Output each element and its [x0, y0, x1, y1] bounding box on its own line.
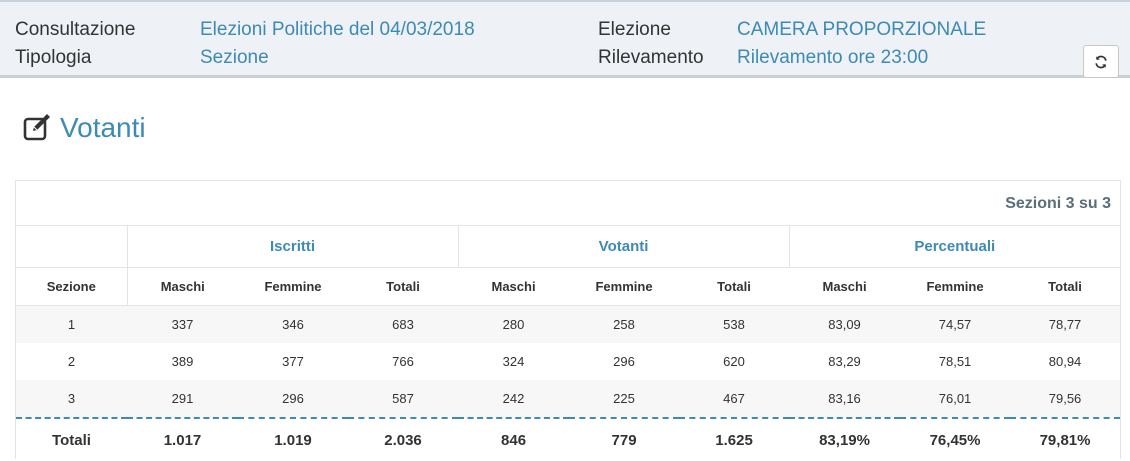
group-header-votanti: Votanti: [457, 225, 790, 268]
column-header-totali: Totali: [679, 267, 790, 306]
page-heading: Votanti: [22, 108, 146, 148]
table-row: 1 337 346 683 280 258 538 83,09 74,57 78…: [16, 305, 1121, 343]
table-cell: 280: [458, 305, 570, 343]
table-cell: 766: [348, 343, 459, 380]
group-header-percentuali: Percentuali: [788, 225, 1121, 268]
column-header-maschi: Maschi: [126, 267, 238, 306]
edit-icon: [22, 112, 54, 144]
table-cell: 2: [16, 343, 127, 380]
table-cell: 76,01: [900, 380, 1011, 418]
totals-cell: 79,81%: [1010, 417, 1121, 461]
table-row: 2 389 377 766 324 296 620 83,29 78,51 80…: [16, 343, 1121, 380]
table-cell: 538: [679, 305, 790, 343]
table-cell: 587: [348, 380, 459, 418]
table-cell: 337: [127, 305, 238, 343]
totals-cell: 1.017: [127, 417, 238, 461]
column-header-totali: Totali: [1010, 267, 1121, 306]
table-cell: 83,29: [789, 343, 901, 380]
column-header-totali: Totali: [348, 267, 459, 306]
column-header-femmine: Femmine: [569, 267, 680, 306]
table-cell: 79,56: [1010, 380, 1121, 418]
table-cell: 242: [458, 380, 570, 418]
tipologia-value: Sezione: [200, 47, 269, 68]
votanti-panel: Sezioni 3 su 3 Iscritti Votanti Percentu…: [15, 180, 1121, 461]
table-cell: 377: [238, 343, 348, 380]
table-cell: 78,51: [900, 343, 1011, 380]
table-cell: 258: [569, 305, 680, 343]
elezione-label: Elezione: [598, 19, 671, 40]
table-cell: 620: [679, 343, 790, 380]
table-cell: 389: [127, 343, 238, 380]
table-row: 3 291 296 587 242 225 467 83,16 76,01 79…: [16, 380, 1121, 418]
table-cell: 296: [569, 343, 680, 380]
table-cell: 225: [569, 380, 680, 418]
totals-cell: 846: [458, 417, 570, 461]
table-cell: 683: [348, 305, 459, 343]
totals-label: Totali: [16, 417, 127, 461]
consultazione-value: Elezioni Politiche del 04/03/2018: [200, 19, 475, 40]
table-cell: 324: [458, 343, 570, 380]
elezione-value: CAMERA PROPORZIONALE: [737, 19, 987, 40]
group-header-iscritti: Iscritti: [126, 225, 459, 268]
column-header-row: Sezione Maschi Femmine Totali Maschi Fem…: [16, 267, 1121, 306]
table-cell: 1: [16, 305, 127, 343]
totals-cell: 1.625: [679, 417, 790, 461]
table-cell: 80,94: [1010, 343, 1121, 380]
column-header-femmine: Femmine: [238, 267, 348, 306]
consultazione-label: Consultazione: [15, 19, 136, 40]
group-header-row: Iscritti Votanti Percentuali: [16, 225, 1121, 268]
totals-cell: 1.019: [238, 417, 348, 461]
totals-cell: 83,19%: [789, 417, 901, 461]
totals-row: Totali 1.017 1.019 2.036 846 779 1.625 8…: [16, 417, 1121, 461]
table-cell: 83,09: [789, 305, 901, 343]
table-cell: 296: [238, 380, 348, 418]
group-header-empty: [16, 225, 127, 268]
column-header-sezione: Sezione: [16, 267, 127, 306]
column-header-femmine: Femmine: [900, 267, 1011, 306]
table-cell: 78,77: [1010, 305, 1121, 343]
sections-count: Sezioni 3 su 3: [1005, 195, 1111, 212]
header-bar: Consultazione Elezioni Politiche del 04/…: [0, 0, 1130, 78]
totals-cell: 2.036: [348, 417, 459, 461]
votanti-table: Iscritti Votanti Percentuali Sezione Mas…: [16, 225, 1121, 461]
totals-cell: 76,45%: [900, 417, 1011, 461]
refresh-icon: [1094, 55, 1108, 69]
column-header-maschi: Maschi: [458, 267, 570, 306]
rilevamento-label: Rilevamento: [598, 47, 704, 68]
table-cell: 3: [16, 380, 127, 418]
page-title: Votanti: [60, 112, 146, 143]
rilevamento-value: Rilevamento ore 23:00: [737, 47, 929, 68]
table-cell: 291: [127, 380, 238, 418]
table-cell: 467: [679, 380, 790, 418]
table-cell: 74,57: [900, 305, 1011, 343]
refresh-button[interactable]: [1083, 45, 1119, 78]
tipologia-label: Tipologia: [15, 47, 92, 68]
column-header-maschi: Maschi: [789, 267, 901, 306]
totals-cell: 779: [569, 417, 680, 461]
table-cell: 346: [238, 305, 348, 343]
table-cell: 83,16: [789, 380, 901, 418]
